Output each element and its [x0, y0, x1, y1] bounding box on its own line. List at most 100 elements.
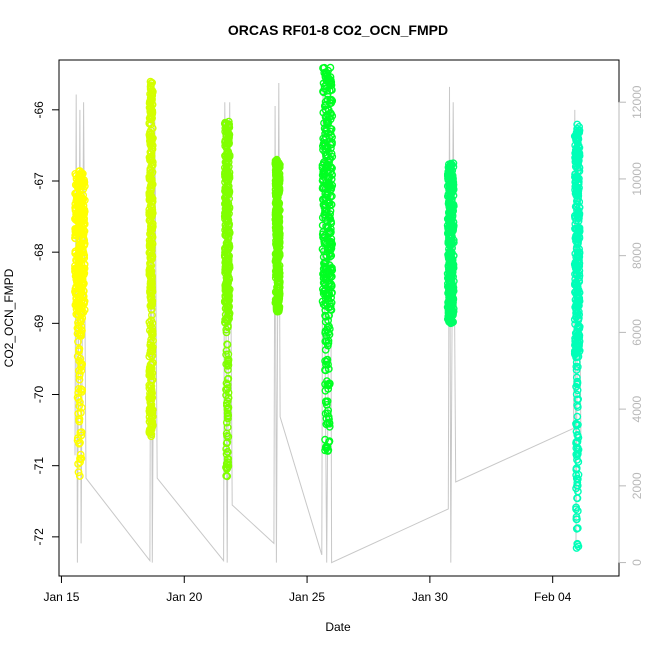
- data-point: [77, 428, 86, 437]
- data-point: [147, 301, 156, 310]
- data-point: [572, 243, 581, 252]
- data-point: [318, 230, 327, 239]
- data-point: [574, 157, 583, 166]
- data-point: [146, 222, 155, 231]
- data-point: [77, 408, 85, 417]
- data-point: [323, 409, 332, 418]
- data-point: [327, 86, 336, 94]
- data-point: [324, 322, 333, 331]
- data-point: [79, 213, 88, 222]
- data-point: [223, 288, 232, 297]
- data-point: [147, 390, 156, 399]
- data-point: [324, 406, 332, 415]
- data-point: [223, 423, 232, 432]
- data-point: [326, 95, 335, 104]
- data-point: [75, 220, 84, 229]
- data-point: [326, 109, 335, 117]
- data-point: [446, 159, 455, 168]
- data-point: [78, 267, 87, 276]
- data-point: [573, 296, 581, 305]
- data-point: [73, 188, 82, 197]
- data-point: [573, 211, 581, 220]
- data-point: [221, 136, 230, 145]
- data-point: [446, 167, 455, 176]
- data-point: [319, 233, 327, 242]
- data-point: [146, 427, 155, 436]
- data-point: [147, 316, 156, 325]
- y-tick-label: -66: [32, 101, 46, 119]
- data-point: [222, 401, 231, 410]
- data-point: [224, 403, 233, 412]
- y-axis-label: CO2_OCN_FMPD: [2, 268, 16, 367]
- data-point: [323, 381, 332, 389]
- data-point: [273, 159, 281, 168]
- y-tick-label: -70: [32, 386, 46, 404]
- data-point: [274, 220, 283, 229]
- data-point: [75, 258, 84, 267]
- data-point: [76, 458, 84, 467]
- data-point: [75, 344, 84, 353]
- data-point: [146, 338, 155, 347]
- data-point: [326, 264, 334, 273]
- data-point: [223, 268, 232, 277]
- data-point: [572, 390, 581, 399]
- data-point: [321, 312, 330, 321]
- data-point: [222, 217, 231, 226]
- data-point: [148, 336, 157, 345]
- data-point: [74, 395, 83, 403]
- data-point: [146, 168, 155, 177]
- data-point: [74, 384, 83, 393]
- data-point: [325, 79, 334, 88]
- data-point: [573, 403, 582, 411]
- series-rf07: [570, 120, 584, 552]
- data-point: [274, 235, 283, 244]
- data-point: [324, 379, 333, 388]
- data-point: [448, 311, 456, 320]
- data-point: [146, 184, 155, 193]
- data-point: [321, 144, 330, 153]
- x-tick-label: Feb 04: [534, 590, 572, 604]
- data-point: [76, 354, 85, 363]
- data-point: [572, 366, 581, 374]
- data-point: [324, 271, 333, 279]
- data-point: [147, 305, 156, 314]
- data-point: [447, 172, 456, 181]
- data-point: [273, 230, 282, 239]
- data-point: [222, 186, 231, 195]
- x-axis-label: Date: [325, 620, 351, 634]
- data-point: [575, 148, 583, 157]
- data-point: [274, 298, 282, 307]
- data-point: [575, 167, 584, 176]
- data-point: [328, 133, 336, 142]
- data-point: [319, 88, 328, 97]
- x-tick-label: Jan 20: [166, 590, 202, 604]
- data-point: [76, 454, 84, 463]
- data-point: [322, 273, 330, 282]
- x-tick-label: Jan 30: [412, 590, 448, 604]
- data-point: [447, 294, 456, 303]
- data-point: [318, 221, 327, 230]
- data-point: [319, 79, 328, 88]
- data-point: [274, 294, 282, 303]
- data-point: [321, 345, 330, 354]
- data-point: [221, 297, 230, 305]
- data-point: [575, 262, 584, 271]
- data-point: [147, 202, 156, 211]
- data-point: [147, 385, 156, 394]
- data-point: [574, 470, 583, 479]
- data-point: [79, 195, 88, 204]
- data-point: [326, 228, 335, 236]
- data-point: [574, 292, 582, 301]
- data-point: [224, 361, 233, 370]
- data-point: [147, 180, 156, 189]
- data-point: [322, 444, 331, 453]
- data-point: [148, 297, 157, 306]
- data-point: [328, 138, 336, 147]
- data-point: [148, 101, 157, 109]
- data-point: [79, 181, 87, 190]
- data-point: [573, 200, 582, 208]
- data-point: [223, 161, 232, 170]
- data-point: [449, 225, 457, 234]
- data-point: [224, 120, 233, 129]
